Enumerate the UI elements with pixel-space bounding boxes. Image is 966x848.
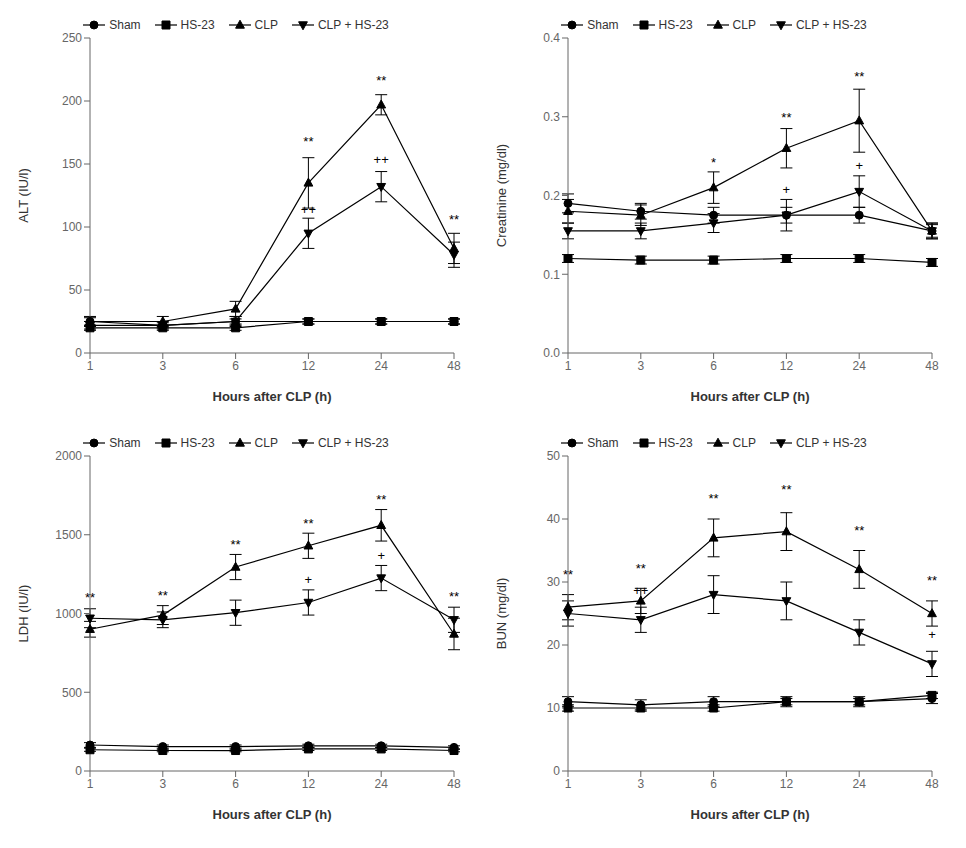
svg-text:1: 1 xyxy=(87,777,94,791)
html-text:CLP + HS-23: CLP + HS-23 xyxy=(317,436,389,450)
svg-text:+: + xyxy=(783,182,791,197)
svg-text:**: ** xyxy=(709,491,719,506)
svg-text:100: 100 xyxy=(62,220,82,234)
svg-text:**: ** xyxy=(449,589,459,604)
html-text:CLP + HS-23: CLP + HS-23 xyxy=(795,436,867,450)
svg-text:BUN (mg/dl): BUN (mg/dl) xyxy=(494,578,509,650)
svg-text:**: ** xyxy=(231,537,241,552)
svg-text:**: ** xyxy=(927,573,937,588)
svg-text:12: 12 xyxy=(302,777,316,791)
svg-text:**: ** xyxy=(781,110,791,125)
svg-text:++: ++ xyxy=(374,152,389,167)
svg-text:**: ** xyxy=(636,561,646,576)
html-text:CLP + HS-23: CLP + HS-23 xyxy=(795,18,867,32)
svg-text:LDH (IU/l): LDH (IU/l) xyxy=(16,585,31,643)
svg-text:3: 3 xyxy=(159,777,166,791)
svg-text:**: ** xyxy=(563,567,573,582)
html-text:Sham: Sham xyxy=(587,18,619,32)
svg-text:0: 0 xyxy=(75,346,82,360)
svg-text:2000: 2000 xyxy=(55,449,82,463)
svg-text:++: ++ xyxy=(301,202,316,217)
html-text:HS-23: HS-23 xyxy=(180,18,215,32)
svg-text:40: 40 xyxy=(547,512,561,526)
svg-text:6: 6 xyxy=(232,359,239,373)
svg-text:1: 1 xyxy=(565,777,572,791)
svg-text:++: ++ xyxy=(633,583,648,598)
svg-text:3: 3 xyxy=(159,359,166,373)
svg-text:10: 10 xyxy=(547,701,561,715)
svg-text:30: 30 xyxy=(547,575,561,589)
svg-text:48: 48 xyxy=(925,777,939,791)
svg-text:1: 1 xyxy=(87,359,94,373)
svg-text:Hours after CLP (h): Hours after CLP (h) xyxy=(213,807,332,822)
svg-text:48: 48 xyxy=(447,777,461,791)
html-text:CLP + HS-23: CLP + HS-23 xyxy=(317,18,389,32)
svg-text:200: 200 xyxy=(62,94,82,108)
svg-text:**: ** xyxy=(449,212,459,227)
svg-text:**: ** xyxy=(303,516,313,531)
svg-text:0.0: 0.0 xyxy=(543,346,560,360)
svg-text:0.4: 0.4 xyxy=(543,31,560,45)
html-text:HS-23: HS-23 xyxy=(658,18,693,32)
svg-text:+: + xyxy=(855,158,863,173)
svg-text:0: 0 xyxy=(75,764,82,778)
svg-text:Hours after CLP (h): Hours after CLP (h) xyxy=(691,389,810,404)
svg-text:**: ** xyxy=(158,588,168,603)
svg-text:**: ** xyxy=(376,492,386,507)
svg-text:1500: 1500 xyxy=(55,528,82,542)
svg-text:1: 1 xyxy=(565,359,572,373)
svg-text:48: 48 xyxy=(925,359,939,373)
svg-text:+: + xyxy=(305,572,313,587)
svg-text:ALT (IU/l): ALT (IU/l) xyxy=(16,168,31,222)
svg-text:Hours after CLP (h): Hours after CLP (h) xyxy=(691,807,810,822)
svg-text:0.1: 0.1 xyxy=(543,268,560,282)
svg-text:6: 6 xyxy=(710,359,717,373)
html-text:HS-23: HS-23 xyxy=(180,436,215,450)
svg-text:12: 12 xyxy=(780,777,794,791)
svg-text:24: 24 xyxy=(853,777,867,791)
html-text:CLP: CLP xyxy=(732,436,756,450)
svg-text:24: 24 xyxy=(375,359,389,373)
svg-text:12: 12 xyxy=(780,359,794,373)
svg-text:3: 3 xyxy=(637,777,644,791)
svg-text:0.2: 0.2 xyxy=(543,189,560,203)
svg-text:24: 24 xyxy=(853,359,867,373)
html-text:Sham: Sham xyxy=(109,436,141,450)
svg-text:0: 0 xyxy=(553,764,560,778)
svg-text:+: + xyxy=(928,627,936,642)
svg-text:**: ** xyxy=(85,590,95,605)
html-text:CLP: CLP xyxy=(254,436,278,450)
svg-text:Hours after CLP (h): Hours after CLP (h) xyxy=(213,389,332,404)
html-text:HS-23: HS-23 xyxy=(658,436,693,450)
svg-text:3: 3 xyxy=(637,359,644,373)
svg-text:150: 150 xyxy=(62,157,82,171)
svg-text:**: ** xyxy=(781,482,791,497)
html-text:CLP: CLP xyxy=(254,18,278,32)
svg-text:50: 50 xyxy=(69,283,83,297)
svg-text:6: 6 xyxy=(710,777,717,791)
svg-text:12: 12 xyxy=(302,359,316,373)
svg-text:**: ** xyxy=(854,523,864,538)
svg-text:+: + xyxy=(377,548,385,563)
svg-text:**: ** xyxy=(303,134,313,149)
svg-text:24: 24 xyxy=(375,777,389,791)
html-text:Sham: Sham xyxy=(109,18,141,32)
svg-text:**: ** xyxy=(376,73,386,88)
svg-text:6: 6 xyxy=(232,777,239,791)
svg-text:48: 48 xyxy=(447,359,461,373)
svg-text:*: * xyxy=(711,155,716,170)
svg-text:250: 250 xyxy=(62,31,82,45)
html-text:Sham: Sham xyxy=(587,436,619,450)
svg-text:Creatinine (mg/dl): Creatinine (mg/dl) xyxy=(494,144,509,247)
svg-text:0.3: 0.3 xyxy=(543,110,560,124)
svg-text:20: 20 xyxy=(547,638,561,652)
svg-text:**: ** xyxy=(854,69,864,84)
svg-text:1000: 1000 xyxy=(55,607,82,621)
svg-text:50: 50 xyxy=(547,449,561,463)
svg-text:500: 500 xyxy=(62,686,82,700)
html-text:CLP: CLP xyxy=(732,18,756,32)
